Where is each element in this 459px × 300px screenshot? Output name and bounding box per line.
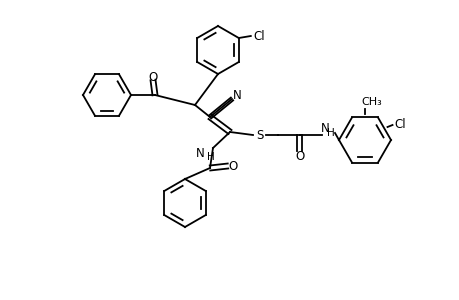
Text: H: H (326, 128, 334, 138)
Text: H: H (207, 152, 214, 162)
Text: N: N (320, 122, 329, 134)
Text: N: N (232, 88, 241, 101)
Text: CH₃: CH₃ (360, 97, 381, 107)
Text: O: O (295, 149, 304, 163)
Text: S: S (256, 128, 263, 142)
Text: O: O (228, 160, 237, 172)
Text: Cl: Cl (394, 118, 405, 130)
Text: O: O (148, 70, 157, 83)
Text: N: N (196, 146, 205, 160)
Text: Cl: Cl (252, 29, 264, 43)
